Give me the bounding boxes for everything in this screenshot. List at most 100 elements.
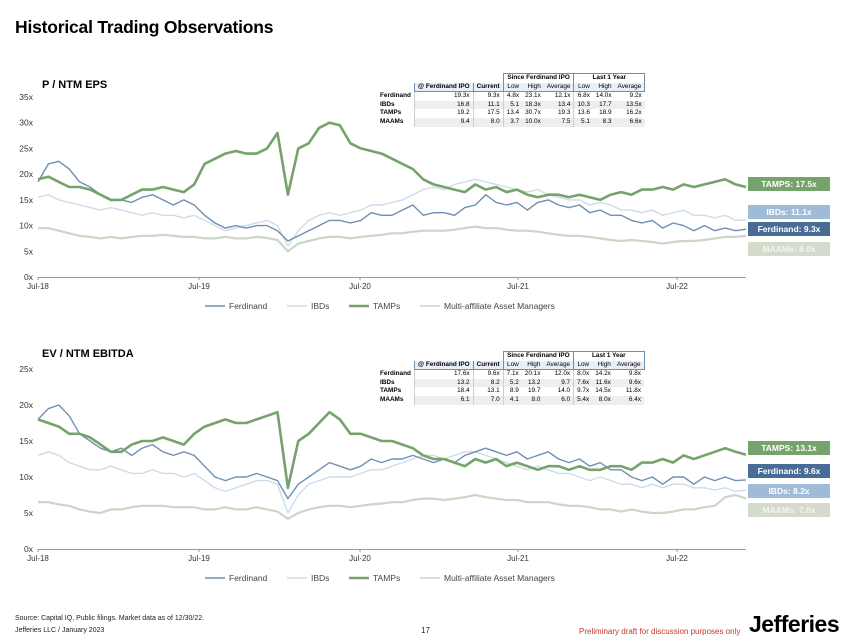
table-row: IBDs 13.2 8.2 5.2 13.2 9.7 7.6x 11.6x 9.6x	[380, 378, 645, 388]
badge-box	[748, 242, 830, 256]
cell-ipo: 19.2	[413, 109, 474, 118]
cell-since-low: 5.1	[502, 100, 523, 110]
table-2-col-average-yr: Average	[613, 360, 645, 371]
cell-yr-avg: 16.2x	[626, 109, 642, 117]
badge-ibds: IBDs: 8.2x	[748, 484, 830, 498]
cell-since-high: 13.2	[521, 378, 544, 388]
cell-yr-low: 13.6	[573, 109, 593, 118]
table-2-group-last: Last 1 Year	[573, 350, 645, 361]
badge-tamps: TAMPS: 13.1x	[748, 441, 830, 455]
x-tick-label: Jul-22	[666, 554, 688, 563]
badge-label: TAMPS: 17.5x	[761, 179, 817, 189]
cell-current: 8.0	[472, 117, 504, 127]
cell-yr-avg: 9.8x	[628, 370, 642, 378]
cell-since-high: 10.0x	[522, 117, 544, 127]
x-tick-label: Jul-18	[27, 554, 49, 563]
cell-ipo: 18.4	[413, 387, 474, 396]
y-tick-label: 0x	[24, 272, 34, 282]
y-tick-label: 10x	[19, 221, 33, 231]
badge-label: Ferdinand: 9.6x	[758, 466, 821, 476]
badge-label: MAAMs: 8.0x	[763, 244, 816, 254]
table-row: Ferdinand 17.6x 9.6x 7.1x 20.1x 12.0x 8.0x 14.2…	[380, 369, 644, 379]
cell-yr-low: 7.6x	[573, 378, 593, 388]
cell-ipo: 6.1	[413, 395, 474, 405]
cell-yr-low: 6.8x	[573, 91, 593, 101]
series-line-ibds	[37, 451, 747, 514]
series-line-maams	[38, 493, 747, 520]
cell-yr-high: 14.5x	[595, 387, 611, 395]
table-row: Ferdinand 19.3x 9.3x 4.8x 23.1x 12.1x 6.8x 14.0…	[380, 91, 645, 101]
cell-yr-low: 10.3	[573, 100, 593, 110]
cell-since-high: 18.3x	[522, 100, 544, 110]
badge-maams: MAAMs: 8.0x	[748, 242, 830, 256]
x-tick-label: Jul-19	[188, 282, 210, 291]
table-2-col-ipo: @ Ferdinand IPO	[413, 360, 474, 371]
table-row: TAMPs 18.4 13.1 8.9 19.7 14.0 9.7x 14.5x 11.8x	[380, 387, 644, 396]
table-1-col-ipo: @ Ferdinand IPO	[413, 82, 474, 93]
cell-yr-avg: 9.6x	[613, 378, 645, 388]
y-tick-label: 35x	[19, 92, 33, 102]
cell-yr-low: 8.0x	[573, 369, 593, 379]
footer-left: Jefferies LLC / January 2023	[15, 627, 105, 634]
y-tick-label: 5x	[24, 246, 34, 256]
cell-since-avg: 12.0x	[554, 370, 571, 378]
chart-2-title: EV / NTM EBITDA	[42, 348, 134, 360]
cell-yr-low: 5.1	[573, 117, 593, 127]
badge-maams: MAAMs: 7.0x	[748, 503, 830, 517]
table-row: IBDs 16.8 11.1 5.1 18.3x 13.4 10.3 17.7 13.5x	[380, 100, 645, 110]
table-1-col-high: High	[522, 82, 544, 93]
legend-label-ferdinand: Ferdinand	[229, 573, 268, 583]
y-tick-label: 15x	[19, 436, 33, 446]
cell-since-low: 7.1x	[502, 369, 522, 379]
cell-yr-avg: 9.2x	[629, 92, 642, 100]
cell-yr-avg: 6.6x	[614, 117, 645, 127]
x-tick-label: Jul-20	[349, 554, 371, 563]
table-2-col-low: Low	[502, 360, 522, 371]
chart-2-ev-ebitda: 0x 5x 10x 15x 20x 25x Jul-18 Jul-19 Jul-20 Jul-21…	[19, 364, 830, 583]
cell-ipo: 19.3x	[413, 91, 474, 101]
cell-since-avg: 9.7	[543, 378, 574, 388]
chart-1-table: Since Ferdinand IPO Last 1 Year @ Ferdin…	[380, 72, 646, 127]
cell-current: 13.1	[472, 387, 504, 396]
jefferies-logo: Jefferies	[749, 611, 840, 637]
badge-ibds: IBDs: 11.1x	[748, 205, 830, 219]
legend-label-ibds: IBDs	[311, 301, 329, 311]
table-2-col-high-yr: High	[592, 360, 614, 371]
badge-box	[748, 177, 830, 191]
badge-label: Ferdinand: 9.3x	[758, 224, 821, 234]
table-1-group-last: Last 1 Year	[573, 72, 646, 83]
table-2-group-since: Since Ferdinand IPO	[502, 350, 575, 361]
table-1-col-current: Current	[472, 82, 504, 93]
badge-box	[748, 484, 830, 498]
legend-label-ferdinand: Ferdinand	[229, 301, 268, 311]
badge-ferdinand: Ferdinand: 9.3x	[748, 222, 830, 236]
row-label: MAAMs	[380, 117, 415, 127]
row-label: MAAMs	[380, 395, 415, 405]
chart-1-pe: 0x 5x 10x 15x 20x 25x 30x 35x Jul-18 Jul-19 Jul-20…	[19, 92, 830, 311]
table-2-col-current: Current	[472, 360, 504, 371]
legend-label-tamps: TAMPs	[373, 301, 400, 311]
draft-note: Preliminary draft for discussion purpose…	[579, 627, 741, 636]
badge-box	[748, 441, 830, 455]
badge-box	[748, 222, 830, 236]
y-tick-label: 5x	[24, 508, 34, 518]
table-1-col-low: Low	[502, 82, 523, 93]
badge-box	[748, 503, 830, 517]
cell-since-avg: 14.0	[557, 387, 571, 395]
cell-current: 9.3x	[472, 91, 504, 101]
cell-ipo: 9.4	[413, 117, 474, 127]
cell-since-avg: 13.4	[543, 100, 574, 110]
table-2-col-low-yr: Low	[573, 360, 593, 371]
table-2-col-average: Average	[543, 360, 574, 371]
cell-yr-avg: 6.4x	[613, 395, 645, 405]
table-1-col-high-yr: High	[592, 82, 615, 93]
x-tick-label: Jul-19	[188, 554, 210, 563]
badge-label: MAAMs: 7.0x	[763, 505, 816, 515]
row-label: Ferdinand	[380, 369, 411, 377]
y-tick-label: 30x	[19, 118, 33, 128]
x-tick-label: Jul-22	[666, 282, 688, 291]
cell-since-high: 19.7	[527, 387, 541, 395]
row-label: IBDs	[380, 378, 415, 388]
cell-yr-high: 8.0x	[592, 395, 614, 405]
series-line-ferdinand	[37, 404, 747, 500]
